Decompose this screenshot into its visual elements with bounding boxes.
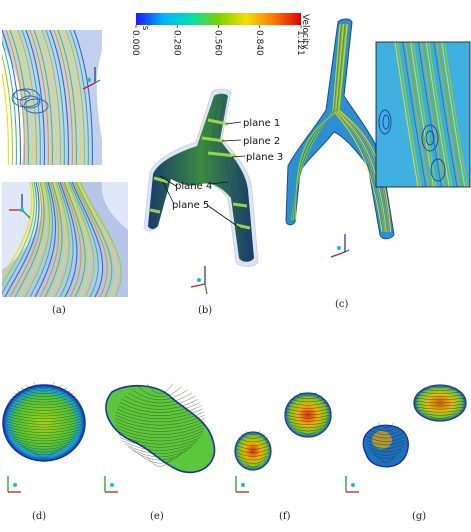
- colorbar-ticks: 0.000 0.280 0.560 0.840 1.121: [130, 25, 305, 56]
- plane-label-4: plane 4: [175, 181, 212, 192]
- inset-zoom-c: [376, 42, 470, 187]
- axis-triad-d: [7, 476, 21, 493]
- cross-section-f-small: [234, 431, 272, 471]
- cross-section-g-left-core: [372, 431, 392, 449]
- axis-triad-f: [235, 476, 249, 493]
- vessel-streamlines-a-bottom: [2, 182, 128, 297]
- panel-f: (f): [234, 392, 332, 522]
- plane-label-3: plane 3: [246, 152, 283, 163]
- panel-d: (d): [2, 382, 86, 522]
- colorbar-tick-label: 0.000: [130, 30, 140, 56]
- panel-label-a: (a): [52, 305, 66, 316]
- plane-callouts: [159, 121, 246, 229]
- plane-label-5: plane 5: [172, 200, 209, 211]
- panel-label-e: (e): [150, 511, 164, 522]
- panel-label-c: (c): [335, 299, 349, 310]
- cross-section-e: [105, 384, 216, 474]
- panel-b: plane 1 plane 2 plane 3 plane 4 plane 5 …: [143, 88, 283, 316]
- colorbar-tick-label: 0.280: [171, 30, 181, 56]
- colorbar-tick-label: 0.840: [254, 30, 264, 56]
- colorbar-scale: [136, 13, 301, 25]
- panel-label-d: (d): [32, 511, 46, 522]
- vessel-streamlines-a-top: [2, 30, 102, 165]
- panel-label-f: (f): [279, 511, 291, 522]
- axis-triad-c: [330, 234, 350, 258]
- panel-e: (e): [104, 383, 216, 522]
- colorbar-tick-label: 0.560: [213, 30, 223, 56]
- cross-section-d: [2, 384, 86, 462]
- panel-g: (g): [345, 384, 467, 522]
- colorbar-title: Velocity: [300, 14, 310, 50]
- panel-label-g: (g): [412, 511, 426, 522]
- axis-triad-e: [104, 476, 118, 493]
- axis-triad-b: [190, 266, 208, 295]
- axis-triad-g: [345, 476, 359, 493]
- vessel-model-b: [143, 88, 259, 267]
- plane-label-2: plane 2: [243, 136, 280, 147]
- colorbar-tick-label: 1.121: [295, 30, 305, 56]
- panel-a: (a): [2, 30, 128, 316]
- plane-label-1: plane 1: [243, 118, 280, 129]
- axis-triad-a-bottom: [9, 194, 31, 219]
- panel-c: (c): [285, 18, 471, 310]
- panel-label-b: (b): [198, 305, 212, 316]
- axis-triad-a-top: [82, 67, 101, 90]
- vessel-model-c: [285, 18, 395, 240]
